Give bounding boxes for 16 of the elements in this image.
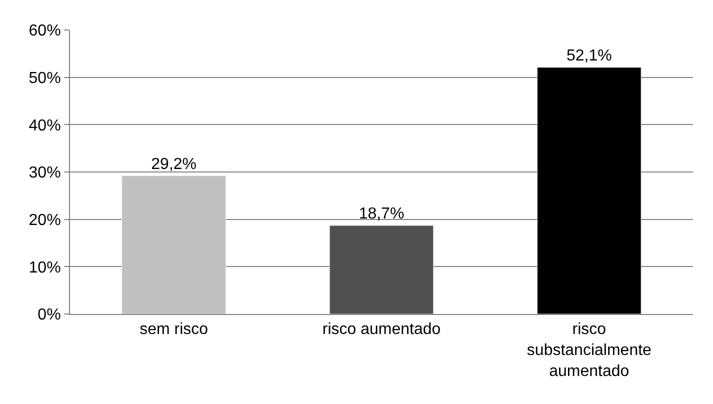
bar — [122, 176, 226, 314]
data-label: 29,2% — [151, 156, 197, 173]
y-tick-label: 40% — [28, 117, 61, 134]
y-tick-label: 60% — [28, 22, 61, 40]
bar — [537, 67, 642, 314]
x-tick-label: sem risco — [140, 321, 208, 338]
bar — [329, 225, 434, 314]
data-label: 18,7% — [358, 205, 404, 222]
x-tick-label: risco aumentado — [322, 321, 441, 338]
x-tick-label: risco substancialmente aumentado — [526, 321, 652, 380]
y-tick-label: 0% — [38, 306, 61, 324]
y-tick-label: 30% — [28, 164, 61, 182]
y-tick-label: 20% — [28, 212, 61, 229]
data-label: 52,1% — [566, 47, 612, 64]
y-tick-label: 50% — [28, 70, 61, 87]
y-tick-label: 10% — [28, 259, 61, 276]
